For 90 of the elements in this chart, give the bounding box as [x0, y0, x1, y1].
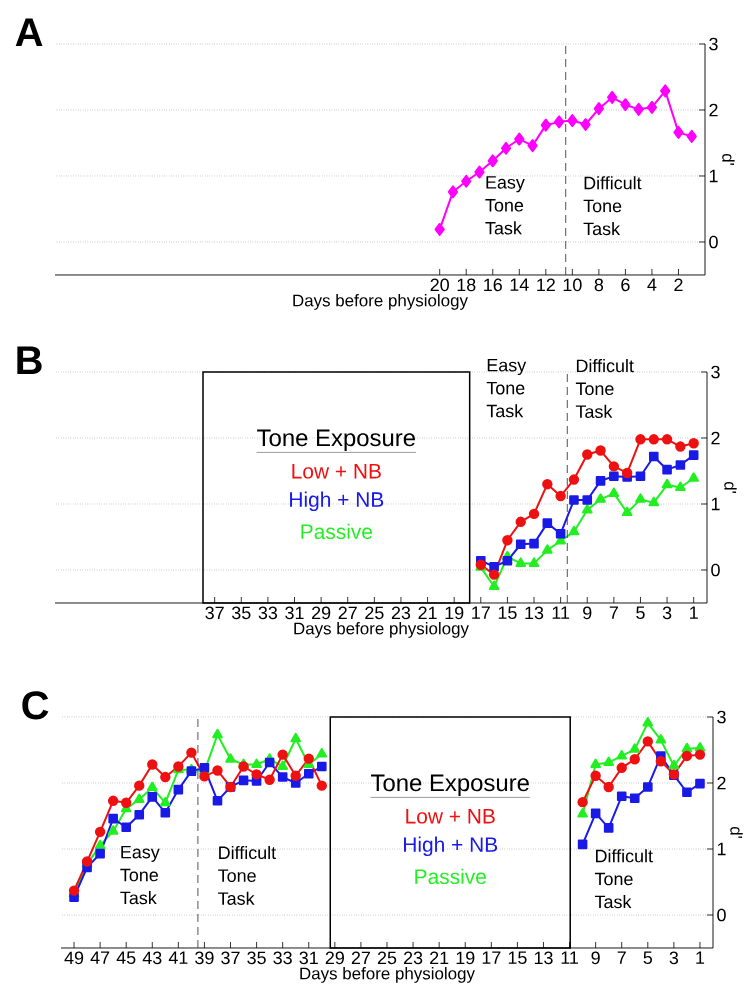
x-tick-label: 43	[142, 951, 162, 965]
legend-title: Tone Exposure	[371, 774, 529, 797]
x-tick-label: 37	[221, 951, 240, 965]
annotation: Difficult Tone Task	[583, 176, 642, 236]
y-tick-label: 1	[709, 169, 718, 183]
annotation: Easy Tone Task	[485, 176, 525, 235]
x-tick-label: 3	[669, 951, 679, 965]
x-tick-label: 41	[168, 951, 188, 964]
y-tick-label: 0	[709, 235, 718, 249]
x-tick-label: 35	[247, 951, 266, 965]
annotation: Difficult Tone Task	[594, 849, 653, 909]
x-tick-label: 21	[430, 951, 449, 965]
x-tick-label: 11	[561, 951, 578, 964]
x-tick-label: 15	[508, 951, 527, 965]
x-tick-label: 25	[365, 606, 384, 620]
x-tick-label: 27	[338, 606, 357, 620]
x-tick-label: 19	[456, 951, 475, 965]
x-tick-label: 11	[552, 606, 570, 619]
x-tick-label: 19	[445, 606, 464, 620]
y-tick-label: 3	[717, 710, 726, 724]
text: Passive	[301, 523, 373, 540]
x-tick-label: 29	[325, 951, 344, 965]
x-tick-label: 27	[351, 951, 370, 965]
x-tick-label: 33	[258, 606, 278, 620]
x-tick-label: 17	[472, 606, 490, 619]
x-tick-label: 9	[591, 951, 600, 965]
y-tick-label: 2	[717, 776, 726, 790]
y-tick-label: 2	[711, 431, 720, 445]
x-tick-label: 17	[482, 951, 501, 964]
annotation: Difficult Tone Task	[575, 358, 634, 418]
x-axis-title: Days before physiology	[293, 294, 468, 310]
y-tick-label: 1	[717, 842, 726, 856]
chart-title: B	[17, 346, 42, 374]
x-tick-label: 1	[690, 606, 698, 619]
x-tick-label: 20	[430, 278, 449, 292]
x-tick-label: 31	[299, 951, 318, 965]
x-tick-label: 3	[662, 606, 672, 620]
annotation: Difficult Tone Task	[218, 845, 277, 905]
annotation: Easy Tone Task	[486, 358, 527, 418]
x-tick-label: 35	[232, 606, 251, 620]
text: Passive	[415, 868, 486, 885]
x-tick-label: 4	[647, 278, 657, 291]
x-tick-label: 2	[674, 278, 683, 292]
x-tick-label: 29	[312, 606, 331, 620]
y-tick-label: 0	[717, 908, 726, 922]
x-tick-label: 7	[609, 606, 618, 619]
y-tick-label: 3	[711, 365, 720, 379]
y-tick-label: 0	[711, 563, 720, 577]
x-tick-label: 31	[285, 606, 304, 620]
text: Low + NB	[406, 809, 495, 824]
x-tick-label: 6	[621, 278, 630, 292]
y-tick-label: 2	[709, 103, 718, 117]
x-tick-label: 13	[525, 606, 544, 620]
x-tick-label: 47	[90, 951, 110, 964]
x-tick-label: 7	[617, 951, 626, 964]
y-tick-label: 3	[709, 37, 718, 51]
chart-title: A	[15, 18, 43, 46]
x-tick-label: 15	[498, 606, 517, 620]
text: High + NB	[290, 491, 384, 512]
y-tick-label: 1	[711, 497, 720, 511]
x-axis-title: Days before physiology	[294, 622, 469, 638]
x-tick-label: 13	[534, 951, 553, 965]
x-tick-label: 5	[636, 606, 645, 620]
x-tick-label: 23	[404, 951, 423, 965]
x-tick-label: 25	[377, 951, 397, 965]
x-tick-label: 14	[510, 278, 529, 291]
x-tick-label: 12	[537, 278, 555, 292]
annotation: Easy Tone Task	[120, 845, 160, 905]
text: Low + NB	[292, 464, 381, 479]
x-tick-label: 16	[484, 278, 502, 292]
x-tick-label: 23	[391, 606, 411, 620]
x-tick-label: 10	[563, 278, 582, 292]
x-tick-label: 33	[273, 951, 292, 965]
x-tick-label: 49	[64, 951, 84, 965]
x-tick-label: 37	[205, 606, 224, 620]
chart-title: C	[22, 691, 49, 720]
y-axis-title: d'	[722, 153, 735, 165]
x-tick-label: 5	[643, 951, 653, 965]
x-tick-label: 18	[457, 278, 476, 292]
y-axis-title: d'	[730, 826, 743, 838]
x-tick-label: 39	[195, 951, 214, 965]
legend-title: Tone Exposure	[257, 429, 415, 452]
y-axis-title: d'	[724, 481, 737, 493]
x-axis-title: Days before physiology	[300, 967, 475, 983]
x-tick-label: 45	[116, 951, 136, 965]
text: High + NB	[403, 836, 498, 857]
x-tick-label: 9	[583, 606, 592, 620]
x-tick-label: 8	[594, 278, 604, 292]
x-tick-label: 1	[696, 951, 705, 964]
x-tick-label: 21	[418, 606, 437, 620]
